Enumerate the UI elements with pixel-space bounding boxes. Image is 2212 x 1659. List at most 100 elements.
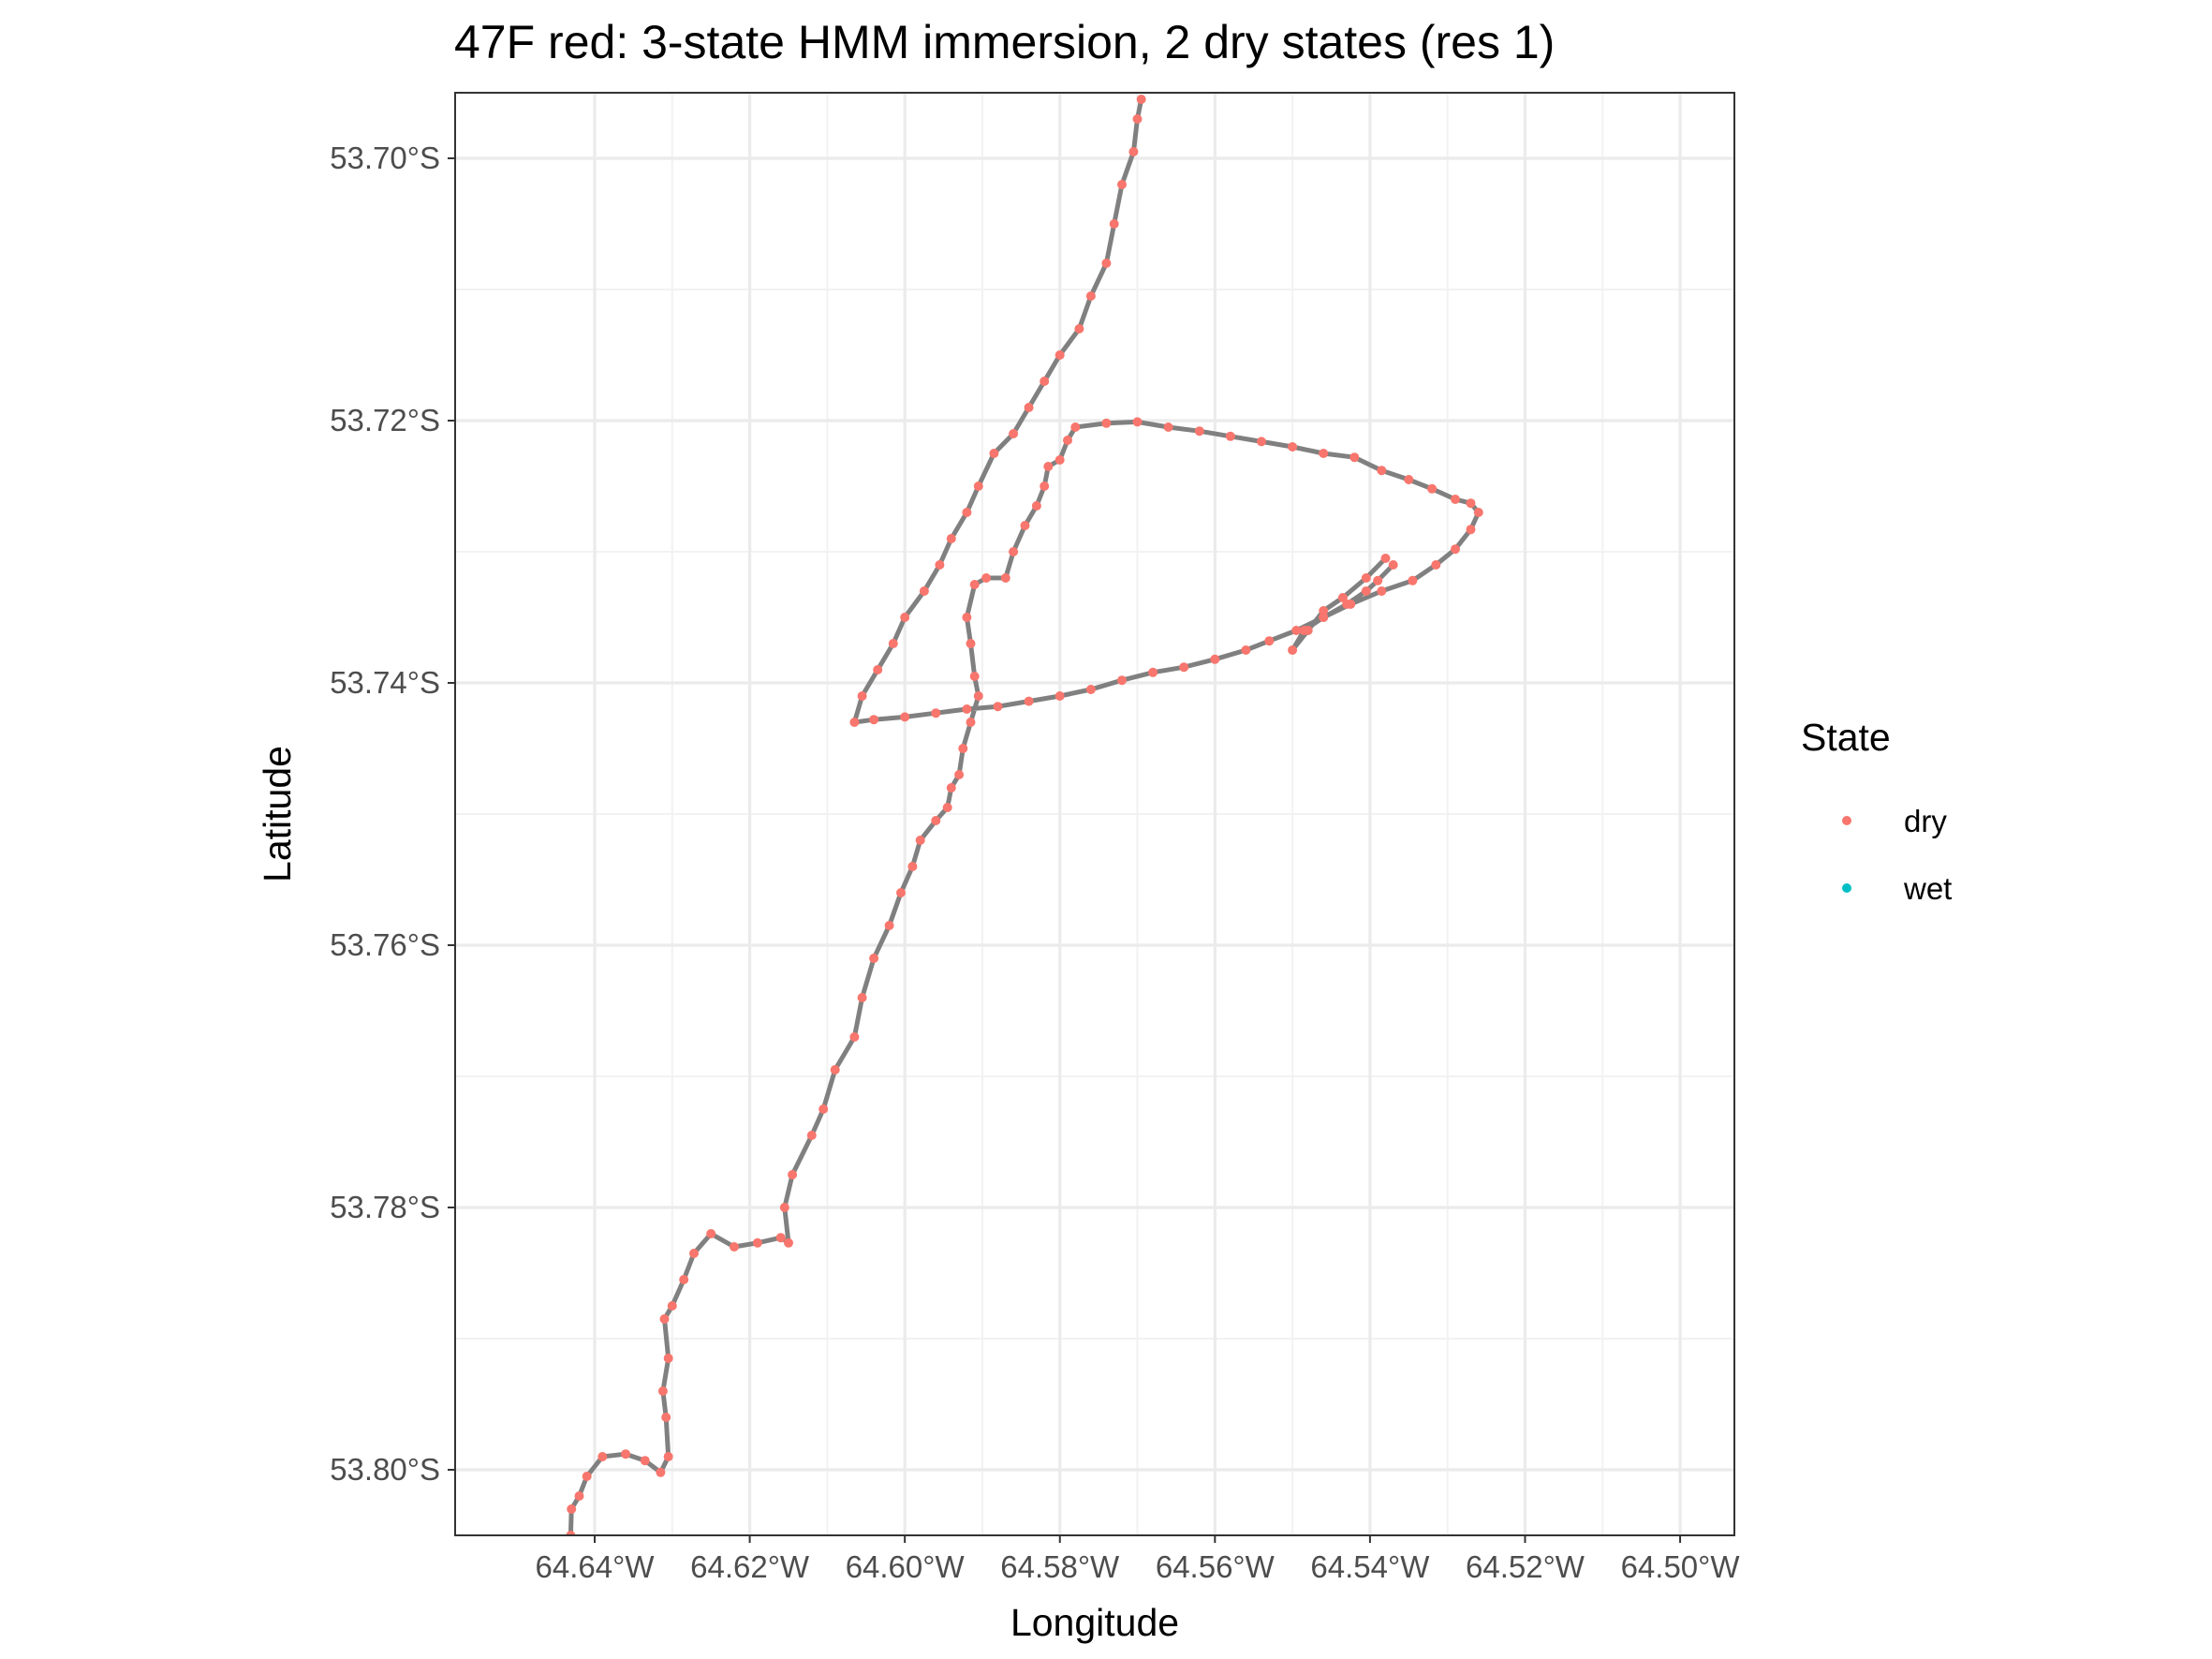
x-tick-label: 64.64°W	[536, 1549, 656, 1584]
x-tick-label: 64.52°W	[1466, 1549, 1585, 1584]
data-point	[1264, 636, 1275, 646]
y-axis-title: Latitude	[256, 746, 299, 882]
data-point	[1063, 436, 1072, 445]
legend-label-wet: wet	[1903, 871, 1952, 906]
data-point	[1257, 437, 1266, 447]
data-point	[884, 921, 894, 930]
data-point	[915, 836, 925, 845]
data-point	[1427, 483, 1438, 494]
data-point	[1101, 259, 1112, 268]
data-point	[597, 1452, 608, 1461]
data-point	[1349, 452, 1360, 463]
data-point	[849, 718, 860, 727]
data-point	[1070, 422, 1081, 432]
data-point	[849, 1032, 860, 1042]
data-point	[1299, 626, 1309, 635]
data-point	[1288, 645, 1298, 655]
data-point	[1009, 547, 1019, 556]
data-point	[1377, 586, 1387, 596]
data-point	[981, 573, 992, 583]
legend-label-dry: dry	[1904, 804, 1947, 838]
data-point	[1040, 377, 1050, 386]
data-point	[1288, 442, 1298, 452]
points-layer	[566, 95, 1483, 1535]
data-point	[1031, 501, 1041, 511]
data-point	[1109, 219, 1119, 229]
data-point	[621, 1449, 631, 1459]
data-point	[806, 1131, 817, 1140]
data-point	[1054, 350, 1065, 360]
data-point	[1020, 521, 1030, 530]
data-point	[1043, 462, 1054, 471]
data-point	[1319, 613, 1329, 622]
data-point	[958, 744, 968, 753]
data-point	[1377, 466, 1387, 476]
data-point	[1241, 645, 1251, 655]
data-point	[888, 639, 898, 648]
data-point	[896, 888, 906, 897]
data-point	[1342, 600, 1352, 609]
data-point	[857, 993, 867, 1002]
data-point	[931, 816, 941, 825]
y-tick-label: 53.70°S	[330, 141, 440, 175]
data-point	[1319, 606, 1329, 615]
y-tick-label: 53.72°S	[330, 403, 440, 437]
chart-title: 47F red: 3-state HMM immersion, 2 dry st…	[454, 16, 1555, 68]
x-tick-label: 64.62°W	[690, 1549, 810, 1584]
data-point	[1054, 691, 1065, 701]
data-point	[1466, 525, 1476, 535]
data-point	[779, 1203, 789, 1212]
x-tick-label: 64.60°W	[846, 1549, 966, 1584]
data-point	[907, 862, 918, 871]
data-point	[1408, 575, 1418, 585]
data-point	[1085, 291, 1096, 301]
data-point	[574, 1491, 584, 1501]
data-point	[1225, 431, 1235, 441]
data-point	[869, 954, 879, 963]
data-point	[784, 1237, 793, 1248]
data-point	[1431, 560, 1441, 570]
data-point	[582, 1472, 592, 1481]
data-point	[1074, 324, 1084, 333]
y-tick-label: 53.76°S	[330, 927, 440, 962]
x-tick-label: 64.54°W	[1310, 1549, 1430, 1584]
data-point	[989, 449, 999, 458]
data-point	[1128, 147, 1139, 156]
data-point	[730, 1242, 739, 1252]
data-point	[993, 702, 1003, 712]
data-point	[1117, 180, 1127, 189]
x-tick-label: 64.56°W	[1156, 1549, 1276, 1584]
data-point	[962, 704, 972, 714]
legend: State dry wet	[1801, 716, 1952, 906]
data-point	[962, 508, 972, 517]
data-point	[679, 1275, 689, 1284]
data-point	[931, 708, 941, 718]
data-point	[1473, 508, 1483, 517]
x-tick-label: 64.50°W	[1621, 1549, 1741, 1584]
data-point	[1054, 455, 1065, 465]
data-point	[788, 1170, 798, 1179]
data-point	[1210, 654, 1220, 664]
data-point	[1451, 544, 1460, 555]
legend-title: State	[1801, 716, 1891, 759]
data-point	[663, 1452, 673, 1461]
data-point	[946, 534, 956, 543]
data-point	[1404, 475, 1414, 484]
data-point	[659, 1314, 670, 1324]
data-point	[973, 481, 983, 491]
data-point	[1451, 495, 1460, 504]
data-point	[1132, 417, 1143, 427]
data-point	[657, 1386, 668, 1396]
data-point	[1101, 418, 1112, 428]
data-point	[706, 1229, 716, 1238]
data-point	[869, 715, 879, 725]
data-point	[775, 1233, 786, 1243]
data-point	[919, 586, 929, 596]
data-point	[935, 560, 945, 570]
x-tick-label: 64.58°W	[1000, 1549, 1120, 1584]
data-point	[661, 1413, 671, 1422]
data-point	[830, 1065, 840, 1074]
legend-key-dry	[1842, 816, 1851, 825]
data-point	[640, 1456, 650, 1466]
